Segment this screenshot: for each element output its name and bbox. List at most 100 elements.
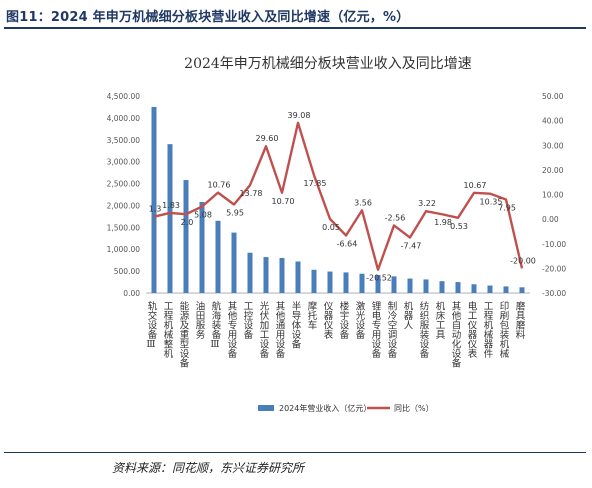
right-axis: 50.00 40.00 30.00 20.00 10.00 0.00 -10.00 -20.0…	[542, 92, 566, 298]
left-tick-label: 4,500.00	[107, 92, 141, 101]
yoy-data-label: 10.35	[480, 198, 503, 207]
yoy-data-label: 5.95	[226, 208, 244, 217]
yoy-data-label: -20.52	[366, 274, 392, 283]
revenue-bar	[183, 180, 189, 293]
category-label: 工程机械器件	[482, 301, 494, 359]
legend: 2024年营业收入（亿元） 同比（%）	[258, 403, 434, 413]
category-label: 楼宇设备	[338, 300, 350, 340]
chart-title: 2024年申万机械细分板块营业收入及同比增速	[184, 56, 472, 72]
category-label: 半导体设备	[290, 300, 302, 349]
yoy-data-label: -6.64	[337, 239, 358, 248]
legend-bar-label: 2024年营业收入（亿元）	[279, 403, 371, 413]
revenue-bar	[503, 286, 509, 293]
legend-line-label: 同比（%）	[394, 403, 434, 413]
legend-bar-swatch	[258, 405, 274, 411]
right-tick-label: -10.00	[542, 240, 566, 249]
yoy-data-label: -20.00	[510, 256, 536, 265]
source-note: 资料来源：同花顺，东兴证券研究所	[112, 461, 305, 475]
category-label: 其他通用设备	[274, 301, 286, 359]
revenue-bar	[311, 269, 317, 293]
yoy-data-label: 17.85	[304, 179, 327, 188]
top-rule	[4, 27, 586, 29]
yoy-data-label: -2.56	[385, 213, 406, 222]
revenue-bar	[167, 144, 173, 293]
right-tick-label: 40.00	[542, 117, 564, 126]
yoy-data-label: 7.95	[498, 204, 516, 213]
yoy-polyline	[153, 121, 524, 271]
revenue-bars	[151, 106, 525, 293]
revenue-bar	[279, 257, 285, 293]
right-tick-label: 20.00	[542, 166, 564, 175]
category-label: 其他专用设备	[226, 301, 238, 359]
revenue-bar	[151, 106, 157, 293]
left-tick-label: 2,500.00	[107, 180, 141, 189]
revenue-bar	[407, 278, 413, 293]
revenue-bar	[519, 287, 525, 293]
revenue-bar	[215, 220, 221, 293]
revenue-bar	[295, 261, 301, 293]
category-label: 磨具磨料	[514, 301, 526, 340]
category-label: 电工仪器仪表	[466, 300, 478, 359]
category-label: 油田服务	[194, 300, 206, 340]
left-tick-label: 3,500.00	[107, 136, 141, 145]
yoy-data-label: 1.83	[162, 201, 180, 210]
yoy-data-label: 3.22	[418, 199, 436, 208]
revenue-bar	[423, 279, 429, 293]
revenue-bar	[199, 201, 205, 293]
revenue-bar	[263, 257, 269, 293]
revenue-bar	[231, 232, 237, 293]
category-label: 锂电专用设备	[370, 300, 382, 359]
revenue-bar	[487, 285, 493, 293]
yoy-data-label: 10.70	[272, 197, 295, 206]
right-tick-label: 30.00	[542, 141, 564, 150]
category-label: 轨交设备Ⅲ	[146, 300, 158, 350]
yoy-data-label: 0.53	[450, 222, 468, 231]
category-label: 工程机械整机	[162, 301, 174, 359]
right-tick-label: 10.00	[542, 191, 564, 200]
yoy-data-label: 0.05	[322, 223, 340, 232]
revenue-bar	[327, 271, 333, 293]
left-tick-label: 3,000.00	[107, 158, 141, 167]
yoy-data-label: 1.98	[434, 218, 452, 227]
left-tick-label: 1,500.00	[107, 223, 141, 232]
right-tick-label: 50.00	[542, 92, 564, 101]
left-tick-label: 2,000.00	[107, 201, 141, 210]
category-label: 激光设备	[354, 300, 366, 340]
revenue-bar	[375, 275, 381, 293]
right-tick-label: -30.00	[542, 289, 566, 298]
left-tick-label: 1,000.00	[107, 245, 141, 254]
category-label: 印刷包装机械	[498, 300, 510, 359]
left-axis: 0.00 500.00 1,000.00 1,500.00 2,000.00 2,500.…	[107, 92, 530, 298]
category-label: 摩托车	[306, 300, 318, 330]
yoy-data-label: 10.67	[464, 181, 487, 190]
yoy-data-label: 2.0	[181, 218, 194, 227]
revenue-bar	[471, 284, 477, 293]
yoy-data-label: 13.78	[240, 189, 263, 198]
yoy-data-label: 39.08	[288, 111, 311, 120]
category-label: 其他自动化设备	[450, 301, 462, 368]
category-label: 机器人	[402, 300, 414, 329]
category-label: 光伏加工设备	[258, 300, 270, 359]
bottom-rule	[4, 452, 586, 453]
category-label: 航海装备Ⅲ	[210, 300, 222, 350]
figure-title: 图11：2024 年申万机械细分板块营业收入及同比增速（亿元，%）	[6, 10, 410, 25]
yoy-data-label: 5.08	[194, 211, 212, 220]
yoy-line: 1.3 1.832.05.08 10.76 5.95 13.78 29.60 10.70 39…	[149, 111, 536, 283]
revenue-bar	[391, 276, 397, 293]
revenue-bar	[247, 252, 253, 293]
yoy-data-label: 3.56	[354, 198, 372, 207]
right-tick-label: -20.00	[542, 264, 566, 273]
revenue-bar	[343, 272, 349, 293]
revenue-bar	[359, 273, 365, 293]
revenue-bar	[455, 282, 461, 293]
left-tick-label: 0.00	[123, 289, 140, 298]
category-label: 能源及重型设备	[178, 300, 190, 368]
category-labels: 轨交设备Ⅲ 工程机械整机 能源及重型设备 油田服务 航海装备Ⅲ 其他专用设备 工控设备 光伏加…	[146, 300, 526, 368]
yoy-data-label: 10.76	[208, 181, 231, 190]
revenue-bar	[439, 281, 445, 293]
category-label: 仪器仪表	[322, 301, 334, 340]
category-label: 纺织服装设备	[418, 300, 430, 359]
category-label: 机床工具	[434, 300, 446, 340]
left-tick-label: 500.00	[114, 267, 140, 276]
right-tick-label: 0.00	[542, 215, 559, 224]
